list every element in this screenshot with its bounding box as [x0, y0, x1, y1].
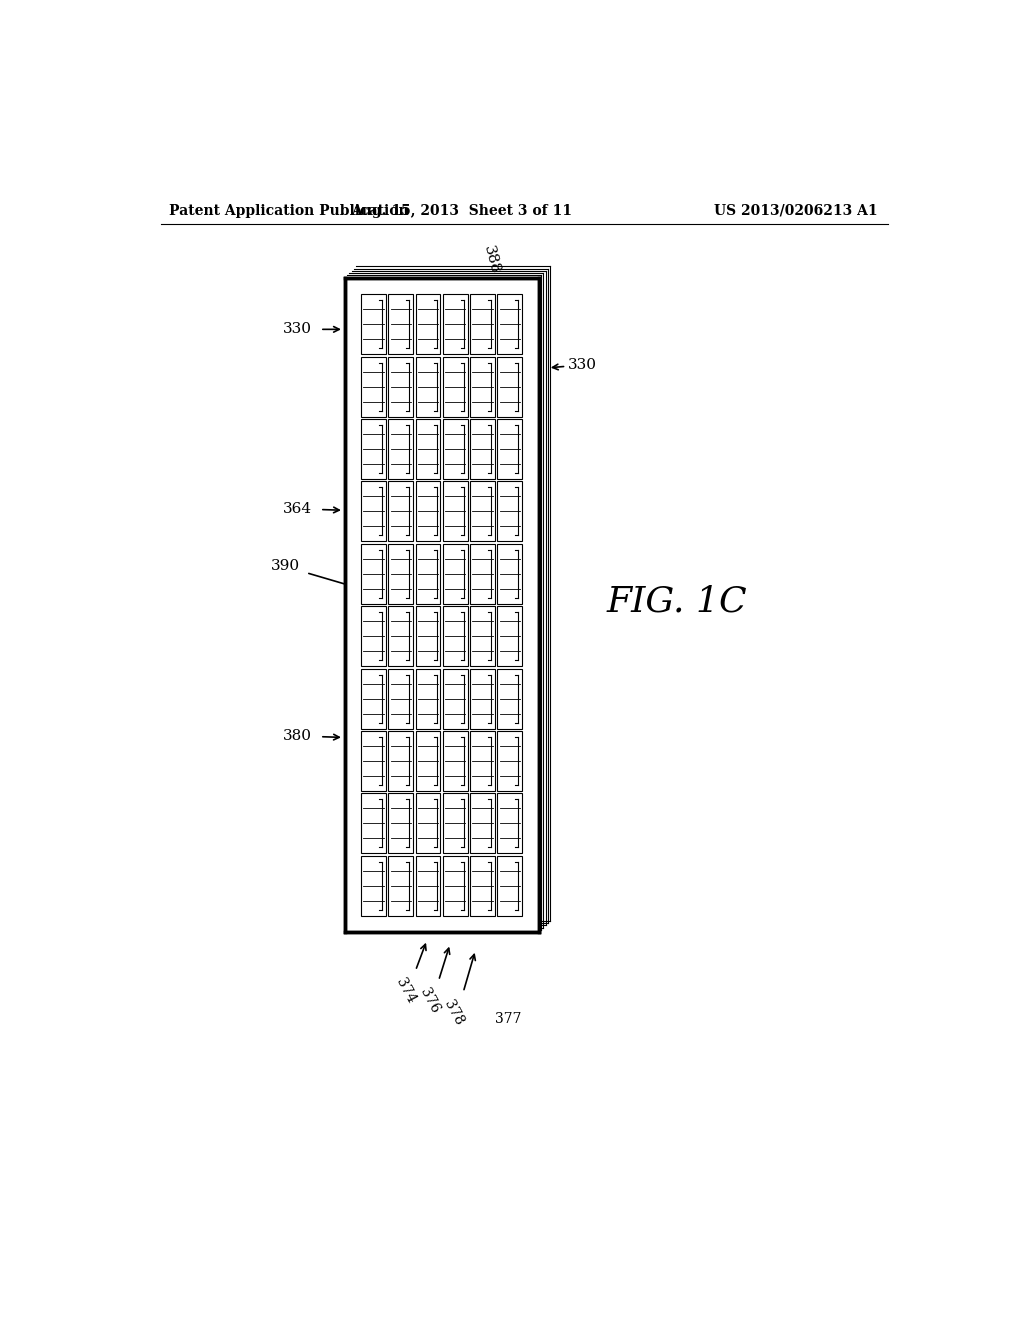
Polygon shape: [442, 793, 468, 853]
Text: 374: 374: [394, 977, 419, 1006]
Polygon shape: [442, 418, 468, 479]
Polygon shape: [388, 418, 414, 479]
Polygon shape: [345, 277, 539, 932]
Polygon shape: [416, 482, 440, 541]
Polygon shape: [498, 731, 522, 791]
Polygon shape: [470, 418, 495, 479]
Polygon shape: [498, 544, 522, 603]
Polygon shape: [498, 418, 522, 479]
Text: 378: 378: [441, 998, 466, 1027]
Polygon shape: [498, 855, 522, 916]
Polygon shape: [498, 668, 522, 729]
Text: US 2013/0206213 A1: US 2013/0206213 A1: [714, 203, 878, 218]
Polygon shape: [361, 606, 386, 667]
Polygon shape: [416, 294, 440, 354]
Polygon shape: [361, 544, 386, 603]
Polygon shape: [361, 668, 386, 729]
Polygon shape: [416, 356, 440, 417]
Polygon shape: [416, 793, 440, 853]
Polygon shape: [442, 544, 468, 603]
Polygon shape: [442, 294, 468, 354]
Text: 380: 380: [283, 729, 311, 743]
Polygon shape: [498, 793, 522, 853]
Polygon shape: [416, 731, 440, 791]
Polygon shape: [442, 356, 468, 417]
Text: Patent Application Publication: Patent Application Publication: [169, 203, 409, 218]
Polygon shape: [361, 356, 386, 417]
Polygon shape: [442, 731, 468, 791]
Text: 376: 376: [417, 986, 441, 1016]
Polygon shape: [470, 855, 495, 916]
Polygon shape: [388, 668, 414, 729]
Polygon shape: [361, 731, 386, 791]
Text: 330: 330: [283, 322, 311, 337]
Polygon shape: [442, 855, 468, 916]
Polygon shape: [470, 793, 495, 853]
Polygon shape: [361, 793, 386, 853]
Polygon shape: [388, 356, 414, 417]
Polygon shape: [361, 855, 386, 916]
Polygon shape: [442, 606, 468, 667]
Polygon shape: [388, 294, 414, 354]
Polygon shape: [442, 482, 468, 541]
Polygon shape: [416, 855, 440, 916]
Polygon shape: [416, 606, 440, 667]
Text: 388: 388: [481, 244, 502, 276]
Polygon shape: [498, 294, 522, 354]
Text: FIG. 1C: FIG. 1C: [607, 585, 748, 618]
Polygon shape: [470, 482, 495, 541]
Polygon shape: [470, 606, 495, 667]
Polygon shape: [388, 731, 414, 791]
Polygon shape: [361, 418, 386, 479]
Polygon shape: [388, 793, 414, 853]
Polygon shape: [388, 482, 414, 541]
Polygon shape: [388, 544, 414, 603]
Polygon shape: [388, 855, 414, 916]
Text: 390: 390: [270, 560, 300, 573]
Polygon shape: [442, 668, 468, 729]
Polygon shape: [498, 356, 522, 417]
Text: 330: 330: [568, 358, 597, 372]
Polygon shape: [416, 544, 440, 603]
Polygon shape: [470, 294, 495, 354]
Polygon shape: [416, 418, 440, 479]
Text: 377: 377: [495, 1011, 521, 1026]
Polygon shape: [361, 294, 386, 354]
Polygon shape: [498, 606, 522, 667]
Polygon shape: [361, 482, 386, 541]
Polygon shape: [470, 731, 495, 791]
Text: 364: 364: [283, 502, 311, 516]
Polygon shape: [498, 482, 522, 541]
Polygon shape: [470, 356, 495, 417]
Text: Aug. 15, 2013  Sheet 3 of 11: Aug. 15, 2013 Sheet 3 of 11: [351, 203, 572, 218]
Polygon shape: [470, 544, 495, 603]
Polygon shape: [388, 606, 414, 667]
Polygon shape: [470, 668, 495, 729]
Polygon shape: [416, 668, 440, 729]
